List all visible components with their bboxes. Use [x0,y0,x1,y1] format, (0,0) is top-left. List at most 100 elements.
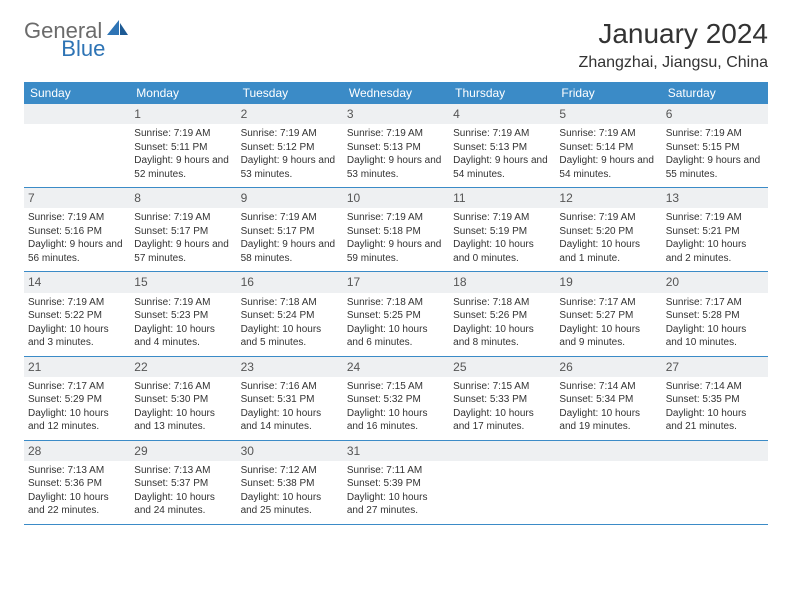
day-info: Sunrise: 7:16 AMSunset: 5:30 PMDaylight:… [134,380,232,434]
day-cell: 3 Sunrise: 7:19 AMSunset: 5:13 PMDaylight… [343,104,449,187]
day-info: Sunrise: 7:19 AMSunset: 5:18 PMDaylight:… [347,211,445,265]
day-number: 21 [24,357,130,377]
day-cell [662,441,768,524]
day-info: Sunrise: 7:19 AMSunset: 5:11 PMDaylight:… [134,127,232,181]
day-number: 22 [130,357,236,377]
day-info: Sunrise: 7:15 AMSunset: 5:32 PMDaylight:… [347,380,445,434]
day-info: Sunrise: 7:19 AMSunset: 5:22 PMDaylight:… [28,296,126,350]
day-cell: 31 Sunrise: 7:11 AMSunset: 5:39 PMDayligh… [343,441,449,524]
day-number: 14 [24,272,130,292]
day-cell: 6Sunrise: 7:19 AMSunset: 5:15 PMDaylight… [662,104,768,187]
day-info: Sunrise: 7:12 AMSunset: 5:38 PMDaylight:… [241,464,339,518]
day-info: Sunrise: 7:19 AMSunset: 5:13 PMDaylight:… [453,127,551,181]
week-row: 21 Sunrise: 7:17 AMSunset: 5:29 PMDayligh… [24,357,768,441]
day-number [24,104,130,124]
weekday-header: Friday [555,82,661,104]
day-info: Sunrise: 7:13 AMSunset: 5:37 PMDaylight:… [134,464,232,518]
day-number: 31 [343,441,449,461]
day-cell: 7Sunrise: 7:19 AMSunset: 5:16 PMDaylight… [24,188,130,271]
day-cell: 17Sunrise: 7:18 AMSunset: 5:25 PMDayligh… [343,272,449,355]
day-number: 4 [449,104,555,124]
day-number: 15 [130,272,236,292]
day-number: 17 [343,272,449,292]
week-row: 28Sunrise: 7:13 AMSunset: 5:36 PMDayligh… [24,441,768,525]
weekday-header: Sunday [24,82,130,104]
day-info: Sunrise: 7:18 AMSunset: 5:24 PMDaylight:… [241,296,339,350]
day-number: 25 [449,357,555,377]
day-cell: 24 Sunrise: 7:15 AMSunset: 5:32 PMDayligh… [343,357,449,440]
day-number: 24 [343,357,449,377]
day-cell: 13 Sunrise: 7:19 AMSunset: 5:21 PMDayligh… [662,188,768,271]
day-number: 19 [555,272,661,292]
day-info: Sunrise: 7:17 AMSunset: 5:27 PMDaylight:… [559,296,657,350]
week-row: 1 Sunrise: 7:19 AMSunset: 5:11 PMDaylight… [24,104,768,188]
day-number: 23 [237,357,343,377]
day-number: 12 [555,188,661,208]
day-info: Sunrise: 7:19 AMSunset: 5:14 PMDaylight:… [559,127,657,181]
day-number [555,441,661,461]
weekday-header: Tuesday [237,82,343,104]
day-number [449,441,555,461]
day-info: Sunrise: 7:19 AMSunset: 5:20 PMDaylight:… [559,211,657,265]
day-cell: 14 Sunrise: 7:19 AMSunset: 5:22 PMDayligh… [24,272,130,355]
day-cell [24,104,130,187]
day-cell: 12 Sunrise: 7:19 AMSunset: 5:20 PMDayligh… [555,188,661,271]
day-number: 13 [662,188,768,208]
day-info: Sunrise: 7:19 AMSunset: 5:19 PMDaylight:… [453,211,551,265]
day-cell: 9Sunrise: 7:19 AMSunset: 5:17 PMDaylight… [237,188,343,271]
day-cell: 27Sunrise: 7:14 AMSunset: 5:35 PMDayligh… [662,357,768,440]
weekday-header: Thursday [449,82,555,104]
weekday-header-row: SundayMondayTuesdayWednesdayThursdayFrid… [24,82,768,104]
week-row: 7Sunrise: 7:19 AMSunset: 5:16 PMDaylight… [24,188,768,272]
day-cell: 22 Sunrise: 7:16 AMSunset: 5:30 PMDayligh… [130,357,236,440]
day-cell [449,441,555,524]
day-number: 30 [237,441,343,461]
day-cell: 19 Sunrise: 7:17 AMSunset: 5:27 PMDayligh… [555,272,661,355]
day-cell: 1 Sunrise: 7:19 AMSunset: 5:11 PMDaylight… [130,104,236,187]
day-info: Sunrise: 7:11 AMSunset: 5:39 PMDaylight:… [347,464,445,518]
day-info: Sunrise: 7:13 AMSunset: 5:36 PMDaylight:… [28,464,126,518]
day-number: 3 [343,104,449,124]
day-info: Sunrise: 7:19 AMSunset: 5:12 PMDaylight:… [241,127,339,181]
day-info: Sunrise: 7:19 AMSunset: 5:13 PMDaylight:… [347,127,445,181]
logo-text-blue: Blue [61,36,105,62]
location: Zhangzhai, Jiangsu, China [579,54,768,72]
day-number: 18 [449,272,555,292]
day-number: 8 [130,188,236,208]
day-cell: 20 Sunrise: 7:17 AMSunset: 5:28 PMDayligh… [662,272,768,355]
weekday-header: Wednesday [343,82,449,104]
weekday-header: Monday [130,82,236,104]
logo-sail-icon [107,20,129,43]
day-number: 20 [662,272,768,292]
day-cell: 10 Sunrise: 7:19 AMSunset: 5:18 PMDayligh… [343,188,449,271]
day-cell: 21 Sunrise: 7:17 AMSunset: 5:29 PMDayligh… [24,357,130,440]
day-number: 11 [449,188,555,208]
day-info: Sunrise: 7:17 AMSunset: 5:28 PMDaylight:… [666,296,764,350]
day-cell: 2 Sunrise: 7:19 AMSunset: 5:12 PMDaylight… [237,104,343,187]
day-number: 26 [555,357,661,377]
calendar: SundayMondayTuesdayWednesdayThursdayFrid… [24,82,768,525]
weekday-header: Saturday [662,82,768,104]
day-info: Sunrise: 7:18 AMSunset: 5:26 PMDaylight:… [453,296,551,350]
week-row: 14 Sunrise: 7:19 AMSunset: 5:22 PMDayligh… [24,272,768,356]
day-cell [555,441,661,524]
day-info: Sunrise: 7:14 AMSunset: 5:35 PMDaylight:… [666,380,764,434]
day-number: 29 [130,441,236,461]
day-cell: 16 Sunrise: 7:18 AMSunset: 5:24 PMDayligh… [237,272,343,355]
day-info: Sunrise: 7:17 AMSunset: 5:29 PMDaylight:… [28,380,126,434]
day-number: 10 [343,188,449,208]
day-cell: 26 Sunrise: 7:14 AMSunset: 5:34 PMDayligh… [555,357,661,440]
day-cell: 4 Sunrise: 7:19 AMSunset: 5:13 PMDaylight… [449,104,555,187]
day-info: Sunrise: 7:19 AMSunset: 5:21 PMDaylight:… [666,211,764,265]
day-info: Sunrise: 7:14 AMSunset: 5:34 PMDaylight:… [559,380,657,434]
day-number: 1 [130,104,236,124]
day-number: 9 [237,188,343,208]
day-number: 2 [237,104,343,124]
day-cell: 23Sunrise: 7:16 AMSunset: 5:31 PMDayligh… [237,357,343,440]
day-cell: 8 Sunrise: 7:19 AMSunset: 5:17 PMDaylight… [130,188,236,271]
day-number: 7 [24,188,130,208]
day-cell: 11 Sunrise: 7:19 AMSunset: 5:19 PMDayligh… [449,188,555,271]
title-block: January 2024 Zhangzhai, Jiangsu, China [579,18,768,72]
day-info: Sunrise: 7:19 AMSunset: 5:17 PMDaylight:… [134,211,232,265]
day-number: 16 [237,272,343,292]
